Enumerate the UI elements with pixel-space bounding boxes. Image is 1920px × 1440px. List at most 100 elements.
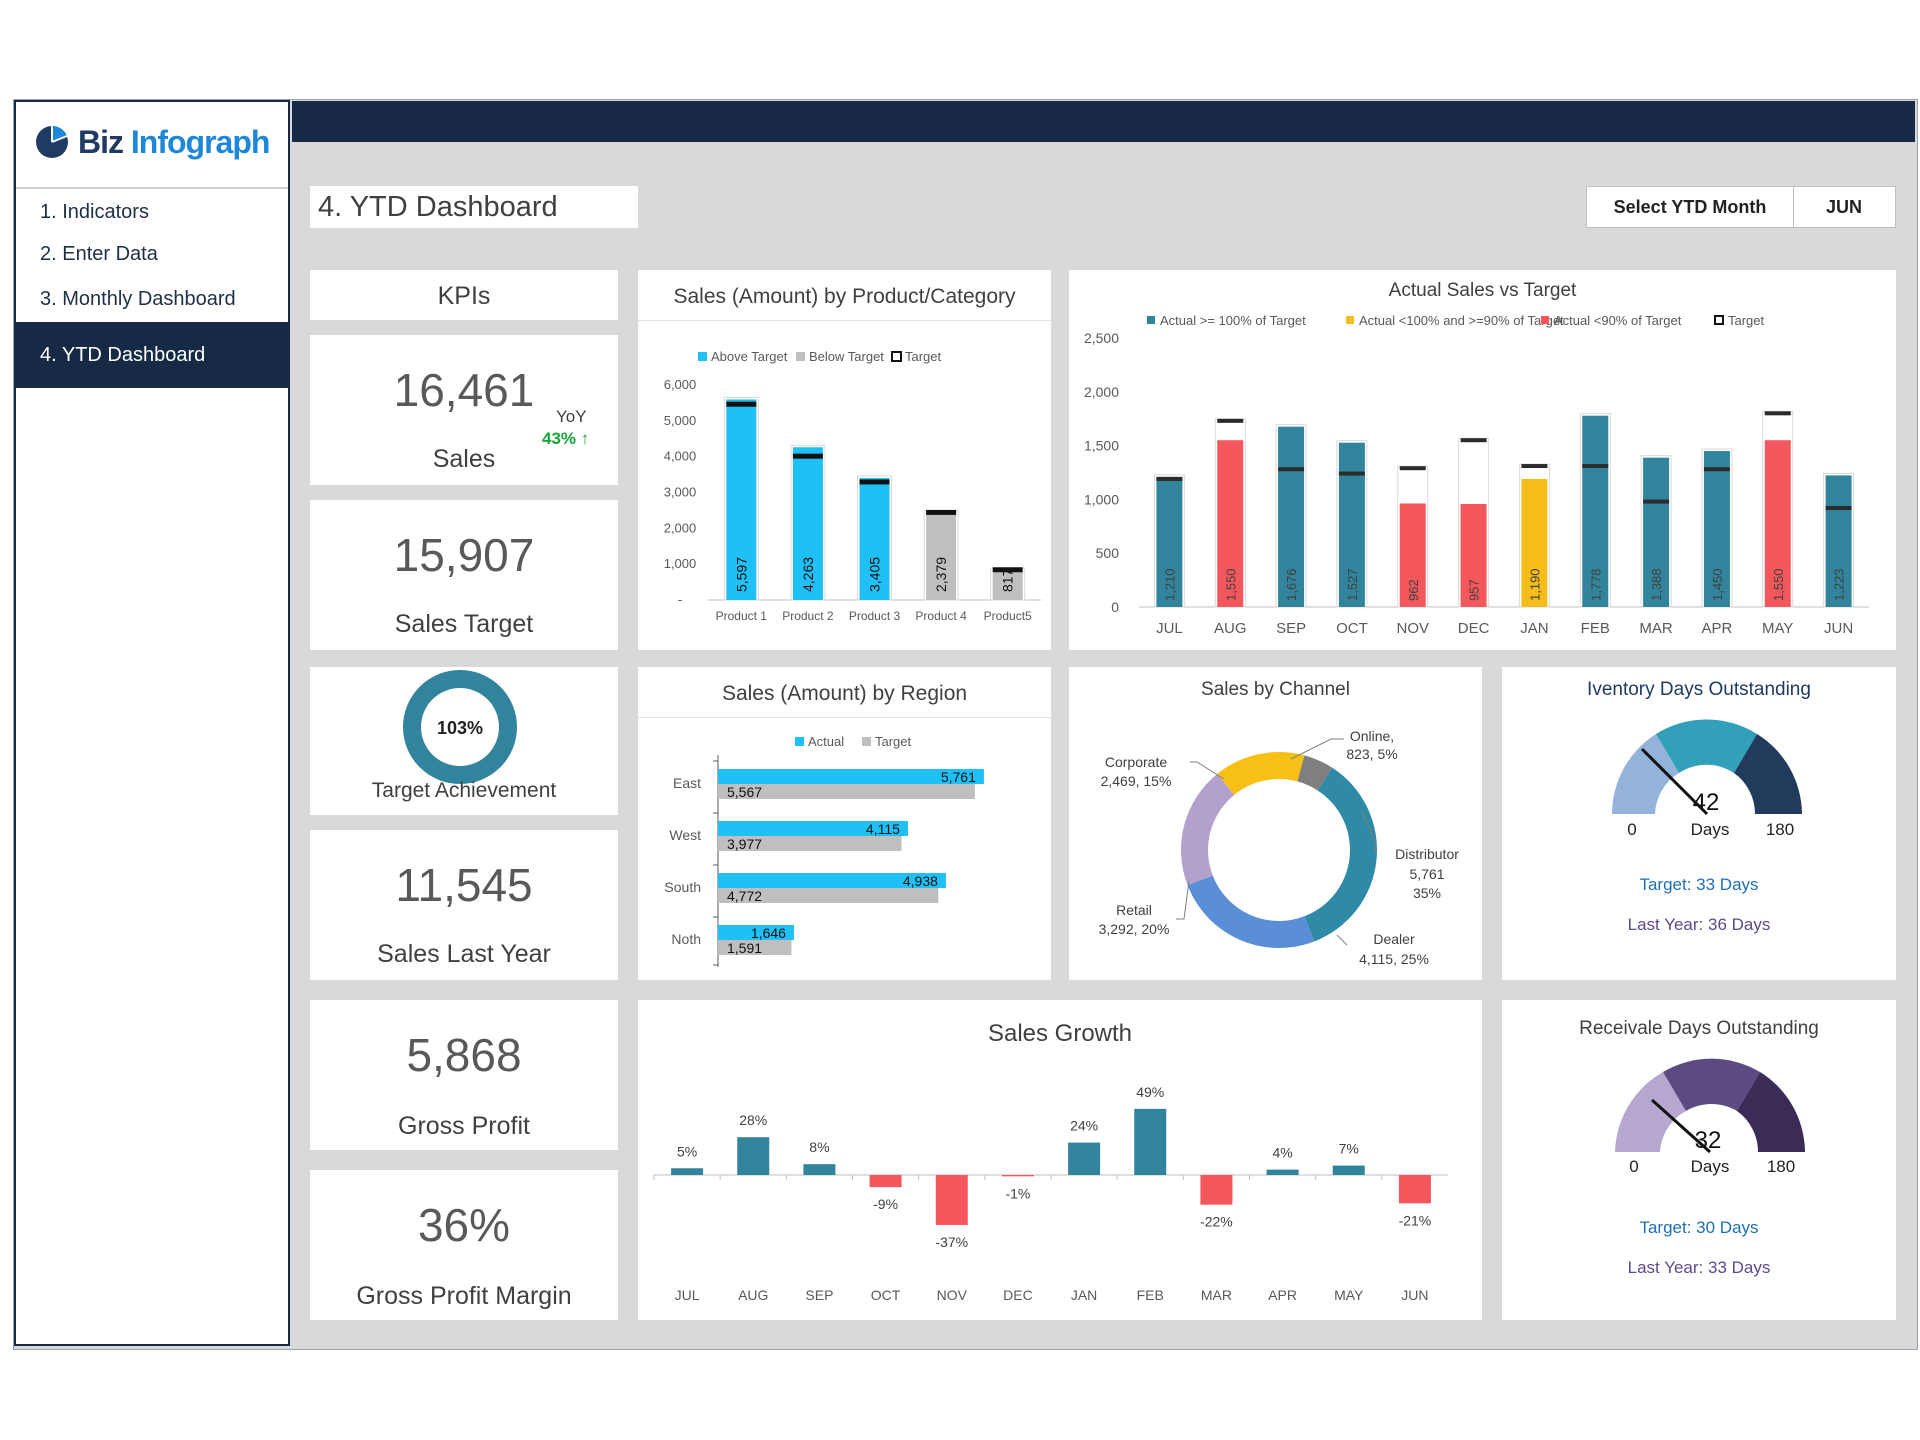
target-value-label: 4,772 [727,888,762,904]
bar-value-label: 5,597 [733,557,749,592]
target-bar [718,888,939,903]
inventory-value: 42 [1693,789,1720,816]
target-marker [1582,464,1609,469]
achievement-value: 103% [437,718,483,738]
achievement-ring: 103% [403,670,517,784]
x-tick-label: MAR [1639,620,1673,637]
kpi-gross-profit-margin-card: 36% Gross Profit Margin [310,1170,618,1320]
legend-label: Below Target [809,349,884,364]
divider [638,320,1051,321]
legend-label: Target [1728,313,1765,328]
growth-bar [1200,1175,1233,1205]
logo-biz: Biz [78,124,124,160]
legend-swatch [795,737,804,746]
actual-bar [718,873,946,888]
x-tick-label: JUN [1401,1287,1428,1303]
receivable-min: 0 [1629,1157,1638,1176]
kpi-sales-card: 16,461 Sales YoY 43% ↑ [310,335,618,485]
y-tick-label: 1,000 [1084,491,1119,507]
receivable-max: 180 [1767,1157,1795,1176]
bar-value-label: 1,223 [1832,568,1847,601]
x-tick-label: FEB [1137,1287,1164,1303]
growth-bar [1001,1175,1034,1177]
bar-value-label: 1,527 [1345,568,1360,601]
x-tick-label: DEC [1458,620,1490,637]
actual-value-label: 1,646 [751,925,786,941]
target-marker [1460,438,1487,443]
kpi-gross-profit-margin-value: 36% [417,1199,511,1251]
nav-item-ytd-dashboard[interactable]: 4. YTD Dashboard [16,322,288,388]
target-marker [1764,411,1791,416]
target-marker [1278,467,1305,472]
growth-value-label: 28% [739,1112,767,1128]
actual-value-label: 5,761 [941,769,976,785]
target-marker [1521,464,1548,469]
target-marker [859,479,890,485]
inventory-days-panel: Iventory Days Outstanding 42 Days 0 180 … [1502,667,1896,980]
inventory-max: 180 [1766,820,1794,839]
x-tick-label: AUG [738,1287,768,1303]
x-tick-label: OCT [1336,620,1368,637]
month-bar [1643,457,1670,607]
growth-value-label: -1% [1005,1185,1030,1201]
region-label: West [669,827,701,843]
nav-item-enter-data[interactable]: 2. Enter Data [40,243,158,265]
achievement-ring-arc [403,670,517,784]
product-bar [726,399,757,600]
region-label: South [664,879,701,895]
ytd-month-selector[interactable]: Select YTD Month JUN [1586,186,1896,228]
inventory-last-year: Last Year: 36 Days [1627,915,1771,934]
growth-value-label: 7% [1339,1141,1359,1157]
region-label: East [673,775,701,791]
legend-label: Target [905,349,942,364]
growth-bar [803,1164,836,1175]
nav-item-indicators[interactable]: 1. Indicators [40,201,149,223]
kpi-sales-label: Sales [432,445,496,473]
kpi-sales-value: 16,461 [393,364,535,416]
product-bar-chart: Above Target Below Target Target - 1,000 2,00… [664,349,1041,623]
growth-bar [1134,1108,1167,1175]
channel-slice [1217,752,1305,795]
target-marker [792,453,823,459]
x-tick-label: MAY [1334,1287,1364,1303]
month-bar [1825,475,1852,607]
channel-donut-chart: Online, 823, 5% Distributor 5,761 35% Dealer 4… [1099,728,1460,967]
month-bar [1764,440,1791,607]
y-tick-label: 1,500 [1084,438,1119,454]
kpi-sales-last-year-value: 11,545 [395,859,533,911]
channel-slice [1304,767,1377,942]
x-tick-label: Product 1 [716,609,768,623]
bar-value-label: 1,190 [1527,568,1542,601]
legend-swatch [1541,316,1549,324]
y-tick-label: 1,000 [664,556,697,571]
sidebar: Biz Infograph 1. Indicators 2. Enter Dat… [14,100,290,1346]
region-chart-title: Sales (Amount) by Region [721,682,968,705]
bar-value-label: 817 [1000,568,1016,592]
select-month-value[interactable]: JUN [1825,197,1862,217]
legend-swatch [1714,315,1724,325]
receivable-gauge: 32 Days 0 180 [1615,1058,1805,1176]
target-marker [1825,506,1852,511]
y-tick-label: 3,000 [664,485,697,500]
actual-vs-target-panel: Actual Sales vs Target Actual >= 100% of… [1069,270,1896,650]
actual-value-label: 4,115 [866,821,900,837]
nav-item-monthly-dashboard[interactable]: 3. Monthly Dashboard [40,288,236,310]
growth-bar [1266,1169,1299,1175]
receivable-unit: Days [1691,1157,1730,1176]
inventory-target: Target: 33 Days [1639,875,1759,894]
divider [638,717,1051,718]
legend-swatch [1147,316,1155,324]
kpi-gross-profit-value: 5,868 [406,1029,522,1081]
x-tick-label: JAN [1071,1287,1097,1303]
target-marker [926,509,957,515]
channel-label-value: 4,115, 25% [1359,951,1429,967]
leader-line [1361,811,1376,852]
month-bar [1460,504,1487,607]
y-tick-label: 5,000 [664,413,697,428]
legend-swatch [698,352,707,361]
bar-value-label: 1,550 [1771,568,1786,601]
kpi-gross-profit-margin-label: Gross Profit Margin [356,1282,572,1310]
x-tick-label: NOV [1396,620,1429,637]
leader-line [1290,738,1344,760]
leader-line [1190,761,1225,780]
